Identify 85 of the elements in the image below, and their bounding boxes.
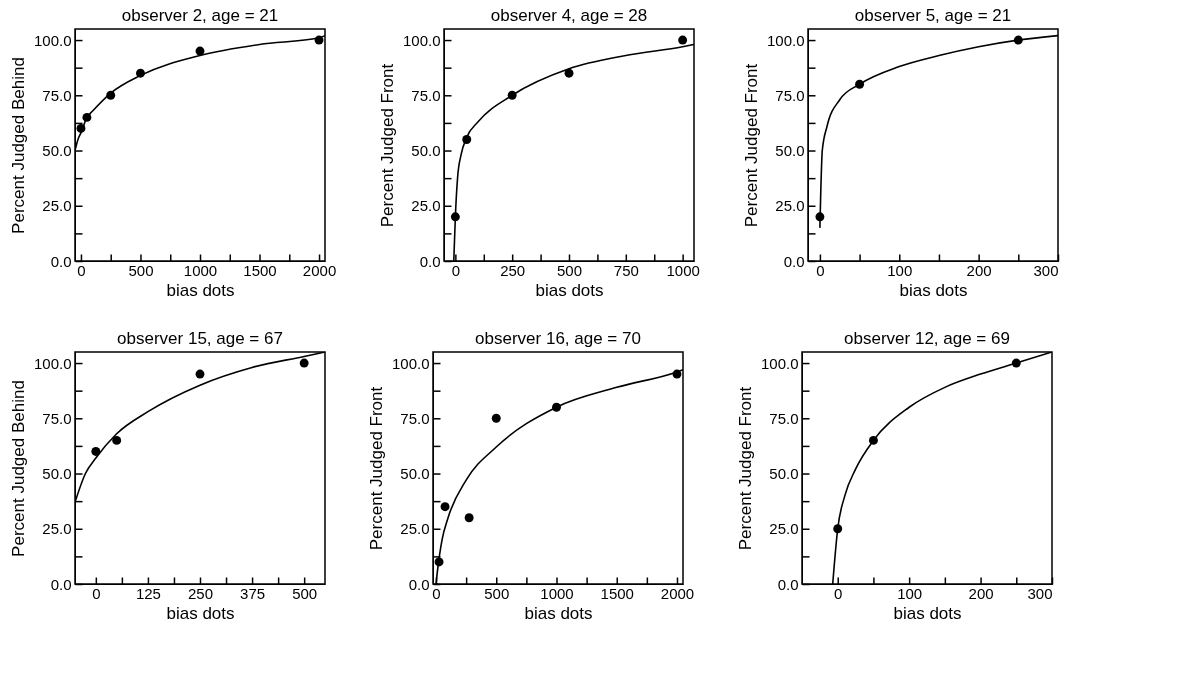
y-tick-label: 100.0 (391, 354, 430, 372)
y-tick-label: 25.0 (42, 197, 72, 215)
x-tick-label: 250 (187, 584, 214, 602)
x-axis-title: bias dots (899, 280, 968, 300)
x-tick-label: 200 (966, 261, 992, 279)
y-tick-label: 25.0 (411, 197, 441, 215)
x-axis-title: bias dots (524, 603, 593, 623)
chart-title: observer 4, age = 28 (490, 6, 648, 25)
x-tick-label: 750 (613, 261, 639, 279)
x-tick-label: 2000 (302, 261, 337, 279)
chart-title: observer 5, age = 21 (854, 6, 1012, 25)
y-tick-label: 100.0 (402, 31, 441, 49)
y-tick-label: 75.0 (42, 86, 72, 104)
chart-title: observer 12, age = 69 (844, 329, 1010, 348)
y-tick-label: 0.0 (50, 252, 72, 270)
x-tick-label: 0 (432, 584, 441, 602)
y-tick-label: 100.0 (33, 354, 72, 372)
x-tick-label: 300 (1033, 261, 1059, 279)
point (91, 446, 101, 456)
point (464, 513, 474, 523)
x-tick-label: 1000 (183, 261, 218, 279)
x-tick-label: 100 (897, 584, 923, 602)
x-tick-label: 1500 (243, 261, 277, 279)
x-tick-label: 1000 (666, 261, 700, 279)
y-tick-label: 0.0 (783, 252, 805, 270)
x-axis-title: bias dots (535, 280, 604, 300)
x-tick-label: 0 (451, 261, 461, 279)
point (195, 46, 205, 56)
x-tick-label: 500 (292, 584, 318, 602)
point (440, 502, 450, 512)
point (112, 435, 122, 445)
x-tick-label: 500 (484, 584, 510, 602)
x-tick-label: 500 (128, 261, 154, 279)
x-axis-title: bias dots (166, 603, 235, 623)
x-tick-label: 0 (816, 261, 825, 279)
y-tick-label: 75.0 (411, 86, 441, 104)
y-tick-label: 50.0 (42, 142, 72, 160)
y-tick-label: 50.0 (400, 465, 430, 483)
y-axis-title: Percent Judged Front (377, 63, 397, 228)
y-tick-label: 50.0 (769, 465, 799, 483)
y-tick-label: 0.0 (50, 575, 72, 593)
x-tick-label: 200 (968, 584, 994, 602)
y-tick-label: 100.0 (766, 31, 805, 49)
y-tick-label: 25.0 (775, 197, 805, 215)
y-tick-label: 100.0 (33, 31, 72, 49)
y-tick-label: 25.0 (42, 520, 72, 538)
y-axis-title: Percent Judged Front (366, 386, 386, 551)
y-tick-label: 0.0 (419, 252, 441, 270)
y-axis-title: Percent Judged Front (735, 386, 755, 551)
y-tick-label: 0.0 (408, 575, 430, 593)
chart-title: observer 2, age = 21 (121, 6, 279, 25)
point (491, 413, 501, 423)
x-tick-label: 125 (135, 584, 161, 602)
y-tick-label: 0.0 (777, 575, 799, 593)
x-tick-label: 0 (77, 261, 86, 279)
y-tick-label: 75.0 (775, 86, 805, 104)
y-axis-title: Percent Judged Behind (8, 57, 28, 234)
x-axis-title: bias dots (166, 280, 235, 300)
x-tick-label: 100 (887, 261, 913, 279)
y-axis-title: Percent Judged Front (741, 63, 761, 228)
y-tick-label: 75.0 (42, 409, 72, 427)
y-tick-label: 25.0 (769, 520, 799, 538)
y-axis-title: Percent Judged Behind (8, 380, 28, 557)
point (195, 369, 205, 379)
chart-title: observer 16, age = 70 (475, 329, 641, 348)
x-tick-label: 1000 (540, 584, 574, 602)
x-tick-label: 0 (834, 584, 843, 602)
x-tick-label: 0 (92, 584, 101, 602)
chart-title: observer 15, age = 67 (117, 329, 283, 348)
y-tick-label: 75.0 (400, 409, 430, 427)
y-tick-label: 100.0 (760, 354, 799, 372)
point (678, 35, 688, 45)
x-tick-label: 250 (500, 261, 526, 279)
x-tick-label: 300 (1027, 584, 1053, 602)
x-tick-label: 375 (240, 584, 266, 602)
y-tick-label: 50.0 (42, 465, 72, 483)
point (299, 358, 309, 368)
x-axis-title: bias dots (893, 603, 962, 623)
x-tick-label: 1500 (600, 584, 634, 602)
y-tick-label: 25.0 (400, 520, 430, 538)
x-tick-label: 500 (556, 261, 583, 279)
y-tick-label: 50.0 (411, 142, 441, 160)
y-tick-label: 75.0 (769, 409, 799, 427)
x-tick-label: 2000 (660, 584, 695, 602)
y-tick-label: 50.0 (775, 142, 805, 160)
